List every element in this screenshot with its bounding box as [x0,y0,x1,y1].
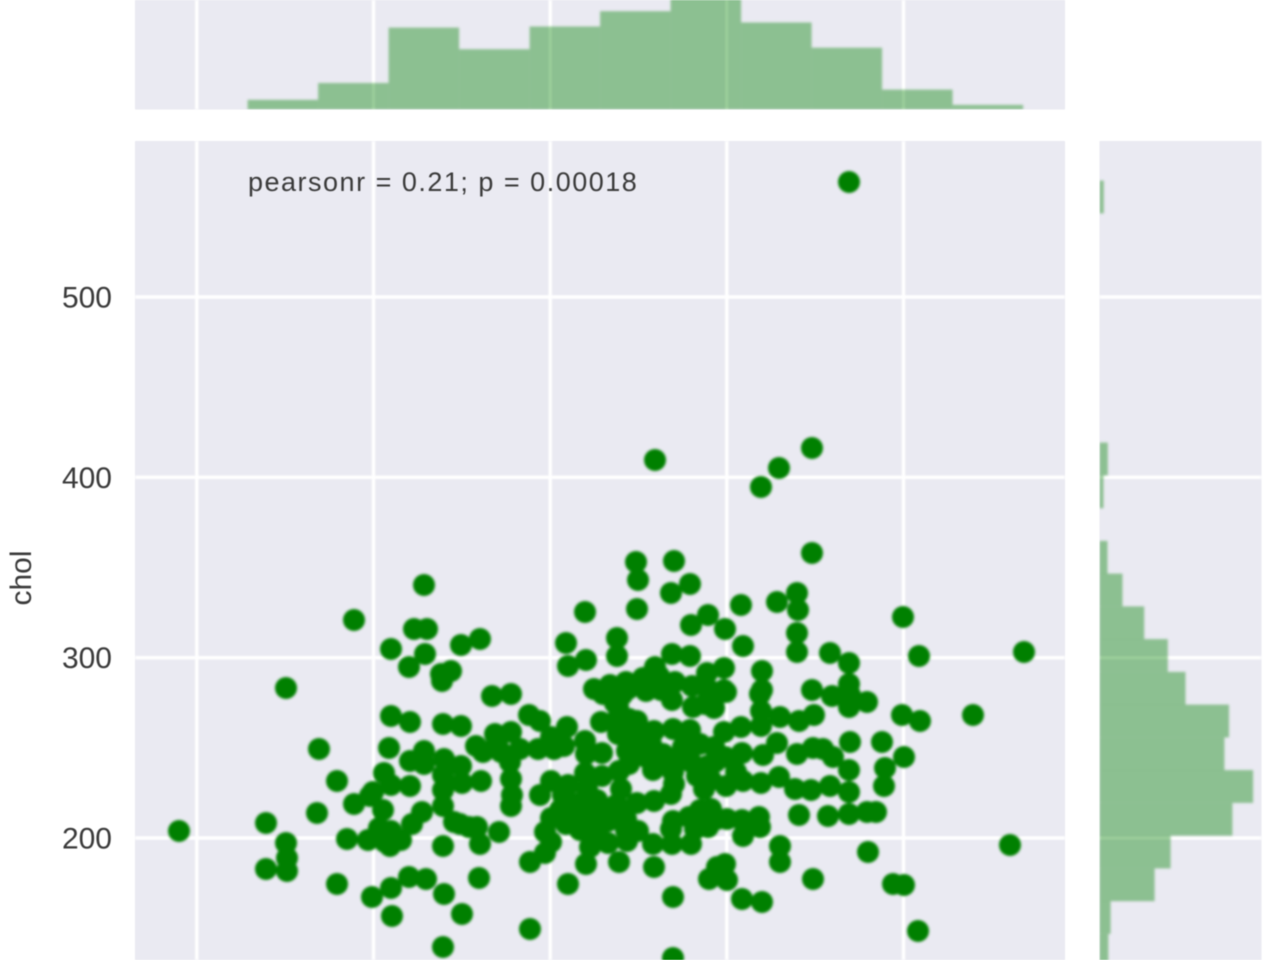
svg-text:chol: chol [5,550,38,605]
svg-text:300: 300 [62,642,112,675]
svg-text:200: 200 [62,823,112,856]
svg-text:400: 400 [62,462,112,495]
svg-text:pearsonr = 0.21; p = 0.00018: pearsonr = 0.21; p = 0.00018 [248,167,638,197]
svg-text:500: 500 [62,282,112,315]
